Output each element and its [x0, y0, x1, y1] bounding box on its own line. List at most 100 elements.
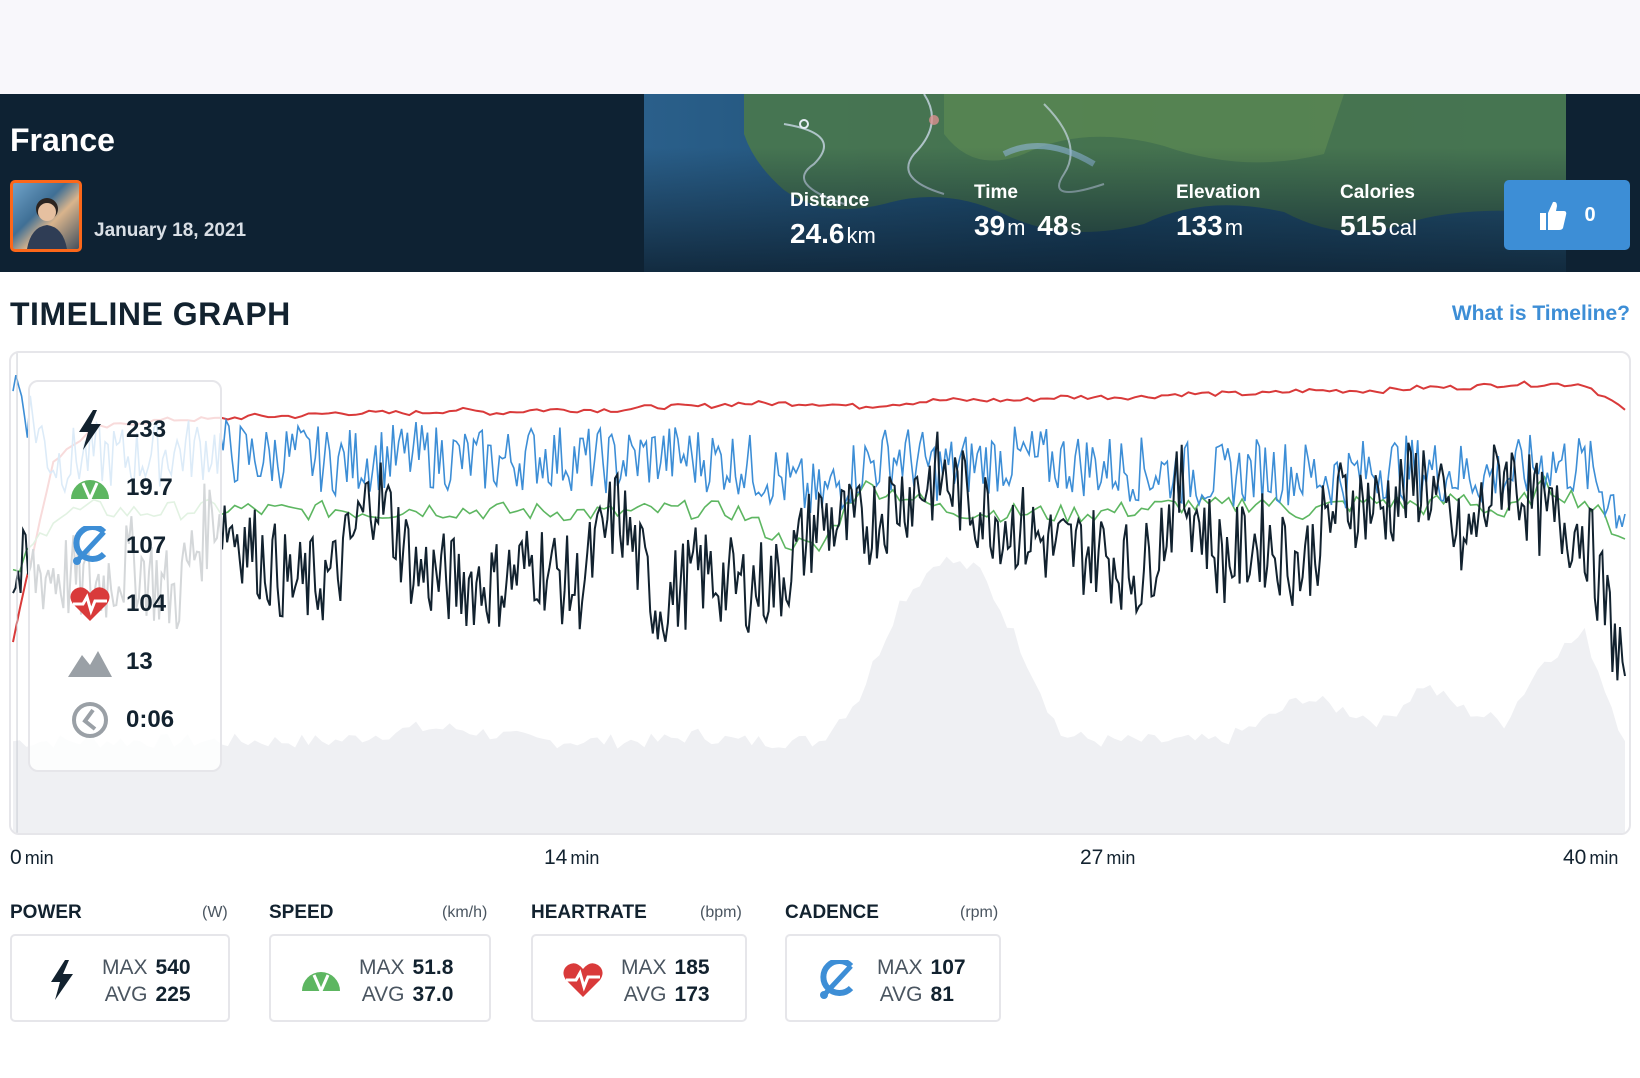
series-power-line: [12, 431, 1626, 681]
stat-unit: m: [1224, 215, 1244, 240]
what-is-timeline-link[interactable]: What is Timeline?: [1451, 302, 1630, 325]
tick-value: 27: [1080, 846, 1104, 869]
heart-icon: [559, 956, 607, 1004]
metric-card-power: MAX 540 AVG 225: [10, 934, 230, 1022]
metric-card-cadence: MAX 107 AVG 81: [785, 934, 1001, 1022]
metric-values: MAX 51.8 AVG 37.0: [359, 954, 457, 1008]
metric-label-speed: SPEED: [269, 902, 334, 923]
stat-time: Time 39m 48s: [974, 182, 1085, 242]
max-label: MAX: [621, 956, 667, 979]
stat-label: Elevation: [1176, 182, 1261, 203]
speedometer-icon: [68, 468, 112, 508]
clock-icon: [68, 700, 112, 740]
x-tick-27: 27 min: [1080, 846, 1135, 870]
heart-icon: [68, 584, 112, 624]
top-bar: [0, 0, 1640, 94]
stat-number: 48: [1037, 210, 1069, 241]
readout-elevation: 13: [68, 642, 153, 682]
timeline-graph[interactable]: [9, 351, 1631, 835]
stat-unit: s: [1070, 215, 1082, 240]
metric-label-power: POWER: [10, 902, 82, 923]
readout-power: 233: [68, 410, 166, 450]
max-value: 540: [155, 956, 191, 979]
stat-number: 39: [974, 210, 1006, 241]
stat-label: Distance: [790, 190, 870, 211]
avg-label: AVG: [104, 983, 148, 1006]
stat-unit: cal: [1388, 215, 1417, 240]
ride-title: France: [10, 122, 115, 158]
avatar[interactable]: [10, 180, 82, 252]
metric-unit-power: (W): [202, 904, 228, 921]
stat-value: 133m: [1176, 210, 1260, 242]
avg-label: AVG: [879, 983, 923, 1006]
max-value: 107: [930, 956, 966, 979]
activity-header: France January 18, 2021 Distance 24.6km …: [0, 94, 1640, 272]
readout-speed: 19.7: [68, 468, 173, 508]
series-heartrate-line: [12, 380, 1626, 643]
tick-unit: min: [1589, 848, 1619, 868]
avatar-photo-icon: [27, 198, 67, 249]
like-count: 0: [1584, 203, 1596, 226]
stat-unit: m: [1007, 215, 1026, 240]
metric-values: MAX 185 AVG 173: [621, 954, 719, 1008]
timeline-chart[interactable]: [11, 353, 1629, 833]
metric-label-heartrate: HEARTRATE: [531, 902, 647, 923]
metric-values: MAX 540 AVG 225: [102, 954, 200, 1008]
cadence-icon: [813, 956, 861, 1004]
max-value: 51.8: [412, 956, 454, 979]
readout-value: 13: [126, 648, 153, 675]
map-overlay: [644, 94, 1566, 272]
stat-number: 133: [1176, 210, 1223, 241]
x-tick-40: 40 min: [1563, 846, 1618, 870]
stat-unit: km: [846, 223, 876, 248]
readout-value: 104: [126, 590, 167, 617]
lightning-icon: [38, 956, 86, 1004]
ride-date: January 18, 2021: [94, 220, 247, 241]
thumbs-up-icon: [1540, 201, 1567, 230]
series-speed-line: [12, 475, 1626, 573]
metric-card-speed: MAX 51.8 AVG 37.0: [269, 934, 491, 1022]
metric-unit-heartrate: (bpm): [700, 904, 742, 921]
metric-card-heartrate: MAX 185 AVG 173: [531, 934, 747, 1022]
max-label: MAX: [359, 956, 405, 979]
stat-label: Time: [974, 182, 1019, 203]
readout-time: 0:06: [68, 700, 174, 740]
readout-value: 107: [126, 532, 167, 559]
max-label: MAX: [102, 956, 148, 979]
lightning-icon: [68, 410, 112, 450]
stat-value: 515cal: [1340, 210, 1421, 242]
readout-cadence: 107: [68, 526, 166, 566]
max-label: MAX: [877, 956, 923, 979]
stat-calories: Calories 515cal: [1340, 182, 1421, 242]
x-tick-0: 0 min: [10, 846, 54, 870]
avg-value: 225: [155, 983, 191, 1006]
stat-value: 24.6km: [790, 218, 880, 250]
tick-value: 0: [10, 846, 22, 869]
readout-value: 0:06: [126, 706, 175, 733]
mountain-icon: [68, 642, 112, 682]
cadence-icon: [68, 526, 112, 566]
stat-elevation: Elevation 133m: [1176, 182, 1260, 242]
hover-readout: 233 19.7 107 104 13 0:06: [28, 380, 222, 772]
speedometer-icon: [297, 956, 345, 1004]
stat-distance: Distance 24.6km: [790, 190, 880, 250]
like-button[interactable]: 0: [1504, 180, 1630, 250]
readout-heartrate: 104: [68, 584, 166, 624]
metric-values: MAX 107 AVG 81: [877, 954, 975, 1008]
avg-value: 173: [674, 983, 710, 1006]
avg-label: AVG: [623, 983, 667, 1006]
metric-unit-speed: (km/h): [442, 904, 488, 921]
stat-number: 515: [1340, 210, 1387, 241]
tick-value: 14: [544, 846, 568, 869]
tick-unit: min: [570, 848, 600, 868]
readout-value: 19.7: [126, 474, 173, 501]
x-tick-14: 14 min: [544, 846, 599, 870]
readout-value: 233: [126, 416, 167, 443]
tick-unit: min: [1106, 848, 1136, 868]
metric-unit-cadence: (rpm): [960, 904, 999, 921]
section-title: TIMELINE GRAPH: [10, 296, 291, 332]
max-value: 185: [674, 956, 710, 979]
avg-value: 37.0: [412, 983, 454, 1006]
stat-number: 24.6: [790, 218, 845, 249]
series-elevation-area: [13, 556, 1625, 833]
